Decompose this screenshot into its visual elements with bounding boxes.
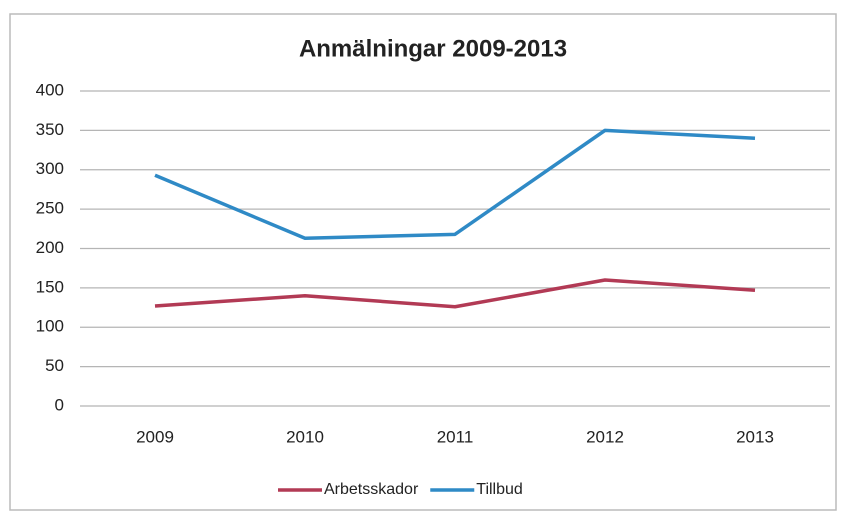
y-tick-label: 400 [36,80,64,99]
y-tick-label: 350 [36,120,64,139]
y-tick-label: 150 [36,277,64,296]
y-tick-label: 200 [36,238,64,257]
y-tick-label: 300 [36,159,64,178]
y-tick-label: 250 [36,199,64,218]
chart-border [9,13,837,511]
x-tick-label: 2011 [437,427,474,446]
y-tick-label: 50 [45,356,64,375]
y-tick-label: 0 [55,395,64,414]
legend-label: Tillbud [476,481,523,498]
chart-title: Anmälningar 2009-2013 [299,35,567,62]
data-line [154,278,756,309]
legend-label: Arbetsskador [324,481,419,498]
x-tick-label: 2010 [286,427,324,446]
x-tick-label: 2013 [736,427,774,446]
x-tick-label: 2009 [136,427,174,446]
y-tick-label: 100 [36,317,64,336]
x-tick-label: 2012 [586,427,624,446]
data-line [154,128,756,241]
